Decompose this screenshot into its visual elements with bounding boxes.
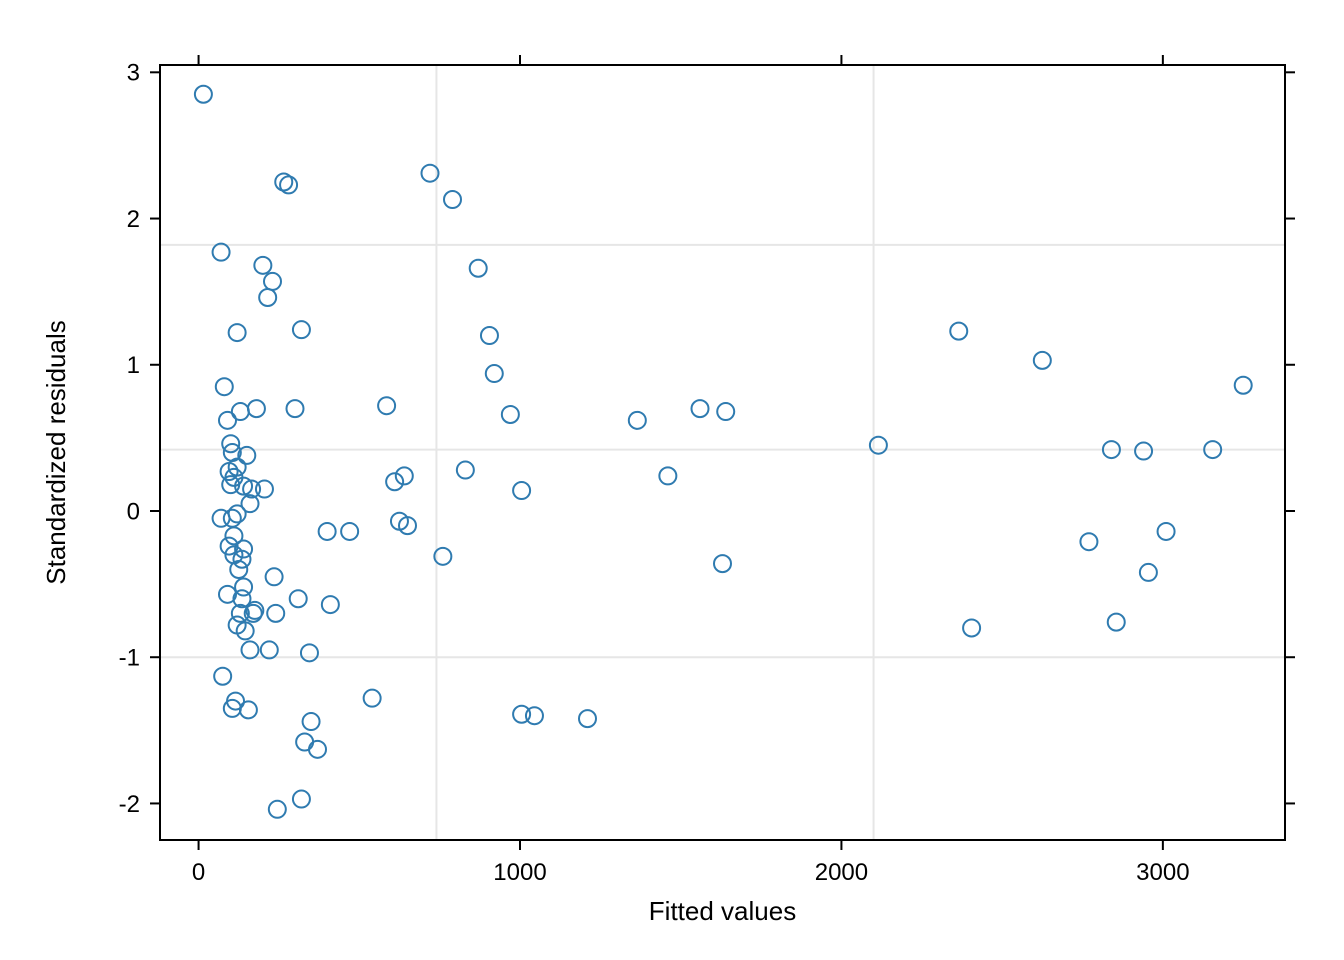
- svg-text:0: 0: [127, 498, 140, 525]
- svg-text:2: 2: [127, 206, 140, 233]
- x-axis-label: Fitted values: [649, 896, 796, 926]
- svg-text:2000: 2000: [815, 859, 868, 886]
- svg-text:-1: -1: [119, 645, 140, 672]
- residuals-scatter-chart: 0 1000 2000 3000 -2 -1 0 1 2 3 Fitted values Standa…: [0, 0, 1344, 960]
- svg-text:0: 0: [192, 859, 205, 886]
- svg-text:3000: 3000: [1136, 859, 1189, 886]
- svg-text:3: 3: [127, 60, 140, 87]
- svg-text:1000: 1000: [493, 859, 546, 886]
- svg-text:1: 1: [127, 352, 140, 379]
- y-axis-label: Standardized residuals: [41, 320, 71, 585]
- svg-text:-2: -2: [119, 791, 140, 818]
- chart-svg: 0 1000 2000 3000 -2 -1 0 1 2 3 Fitted values Standa…: [0, 0, 1344, 960]
